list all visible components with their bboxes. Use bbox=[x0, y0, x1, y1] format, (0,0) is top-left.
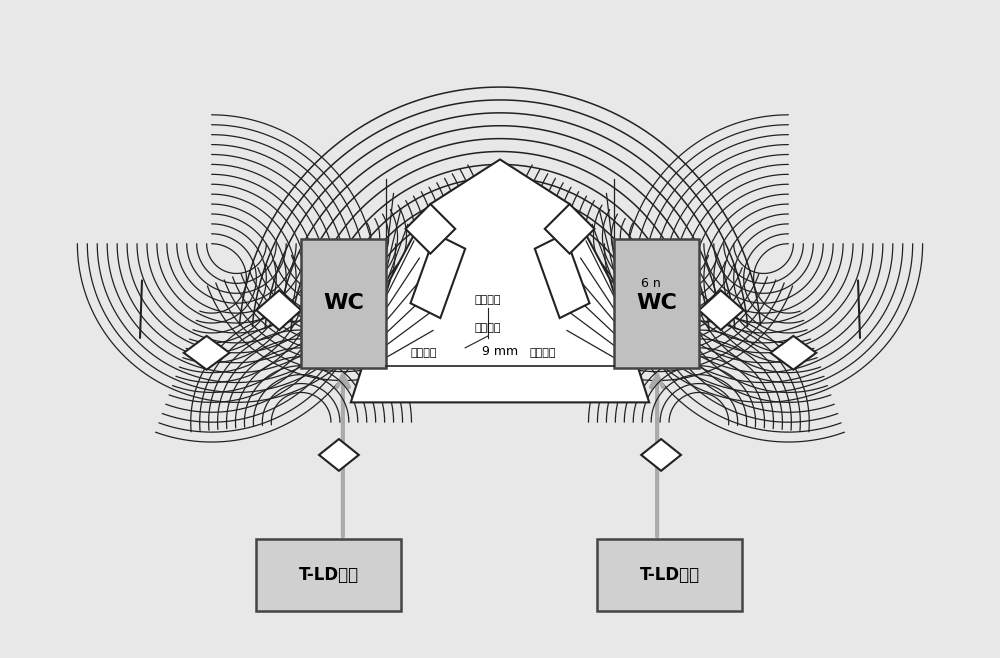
Polygon shape bbox=[770, 336, 816, 370]
Bar bbox=[614, 239, 699, 368]
Text: WC: WC bbox=[636, 293, 677, 313]
Polygon shape bbox=[699, 290, 744, 330]
Text: 6 n: 6 n bbox=[641, 277, 661, 290]
Text: 扇形波导: 扇形波导 bbox=[411, 348, 437, 358]
Polygon shape bbox=[319, 439, 359, 470]
Polygon shape bbox=[351, 159, 649, 403]
Text: 9 mm: 9 mm bbox=[482, 345, 518, 358]
Polygon shape bbox=[535, 234, 590, 318]
Bar bbox=[301, 239, 386, 368]
Text: T-LD阵列: T-LD阵列 bbox=[639, 566, 700, 584]
Polygon shape bbox=[641, 439, 681, 470]
Text: T-LD阵列: T-LD阵列 bbox=[298, 566, 359, 584]
Polygon shape bbox=[411, 234, 465, 318]
Polygon shape bbox=[256, 290, 301, 330]
Text: 波导光栅: 波导光栅 bbox=[475, 295, 501, 305]
Polygon shape bbox=[545, 204, 594, 253]
Bar bbox=[597, 539, 742, 611]
Bar bbox=[256, 539, 401, 611]
Text: WC: WC bbox=[323, 293, 364, 313]
Text: 自由空间: 自由空间 bbox=[475, 323, 501, 333]
Text: 扇形波导: 扇形波导 bbox=[530, 348, 556, 358]
Polygon shape bbox=[184, 336, 230, 370]
Polygon shape bbox=[406, 204, 455, 253]
